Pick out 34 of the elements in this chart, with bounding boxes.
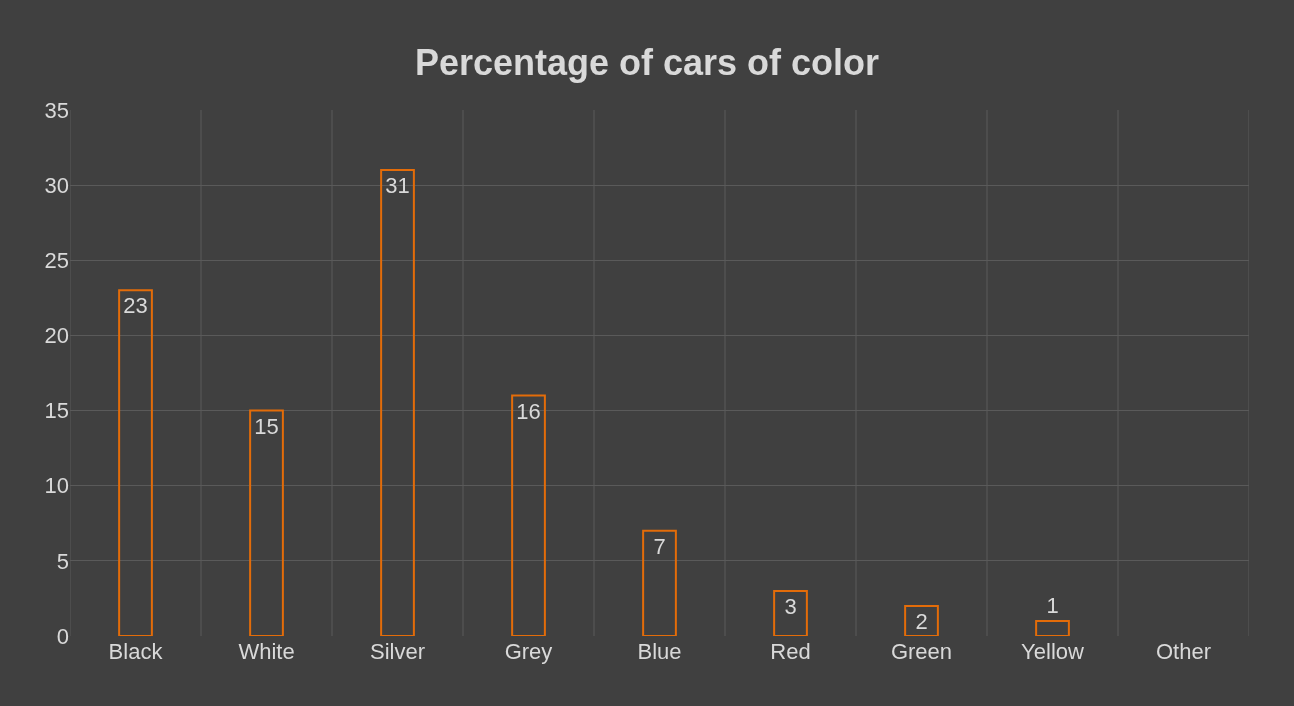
data-label: 2 (915, 608, 928, 634)
data-label: 15 (254, 413, 279, 439)
x-tick-label: Red (770, 639, 811, 664)
y-tick-label: 20 (44, 323, 69, 349)
data-label: 7 (653, 533, 666, 559)
x-tick-label: Black (108, 639, 164, 664)
y-tick-label: 35 (44, 97, 69, 123)
data-label: 3 (784, 593, 797, 619)
x-tick-label: Yellow (1021, 639, 1084, 664)
y-tick-label: 30 (44, 172, 69, 198)
y-tick-label: 25 (44, 247, 69, 273)
y-tick-label: 0 (56, 623, 69, 649)
y-tick-label: 15 (44, 398, 69, 424)
bar (511, 394, 546, 636)
bar (380, 169, 415, 636)
bar (773, 589, 808, 636)
bar (904, 604, 939, 636)
data-label: 31 (385, 173, 410, 199)
bar (1035, 619, 1070, 636)
x-tick-label: White (238, 639, 295, 664)
bar (118, 289, 153, 636)
data-label: 16 (516, 398, 541, 424)
bar (642, 529, 677, 636)
data-label: 1 (1046, 592, 1059, 618)
x-tick-label: Other (1155, 639, 1212, 664)
data-label: 23 (123, 293, 148, 319)
chart-title: Percentage of cars of color (414, 41, 880, 83)
y-tick-label: 5 (56, 548, 69, 574)
x-tick-label: Green (890, 639, 953, 664)
x-tick-label: Grey (504, 639, 553, 664)
y-tick-label: 10 (44, 473, 69, 499)
bar (249, 409, 284, 636)
x-tick-label: Blue (637, 639, 682, 664)
x-tick-label: Silver (369, 639, 426, 664)
